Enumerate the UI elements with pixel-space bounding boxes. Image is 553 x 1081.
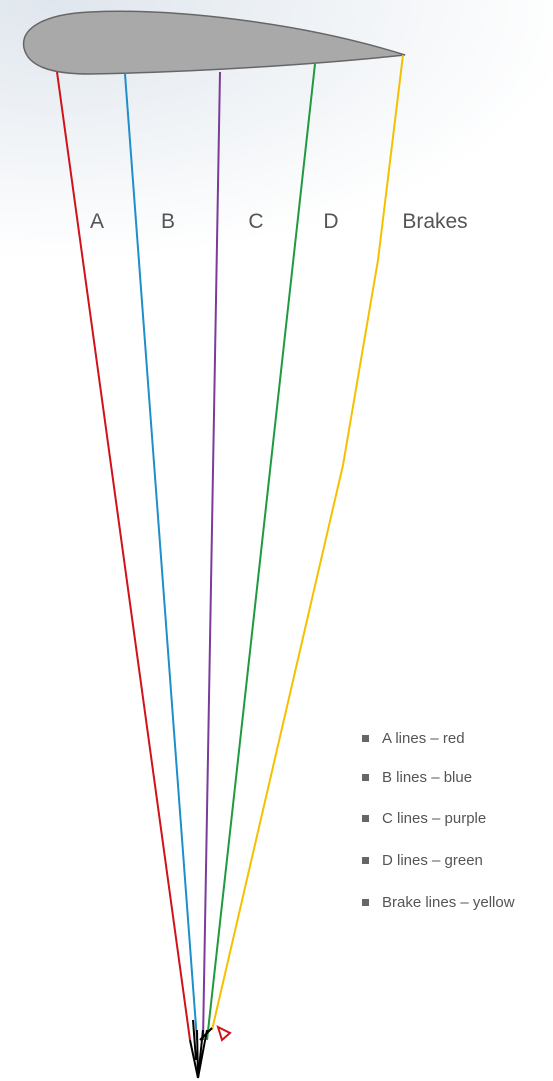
legend: A lines – red B lines – blue C lines – p…	[362, 730, 515, 911]
legend-bullet	[362, 774, 369, 781]
wing-profile	[22, 10, 406, 75]
legend-item: C lines – purple	[382, 810, 486, 827]
risers	[189, 1019, 213, 1079]
b-line	[124, 73, 198, 1041]
line-label: D	[323, 210, 338, 233]
legend-bullet	[362, 899, 369, 906]
line-label: A	[90, 210, 104, 233]
a-line	[56, 71, 191, 1041]
line-label: Brakes	[402, 210, 467, 233]
legend-bullet	[362, 815, 369, 822]
brake-line	[211, 54, 404, 1031]
legend-bullet	[362, 735, 369, 742]
legend-item: A lines – red	[382, 730, 465, 747]
line-label: C	[248, 210, 263, 233]
legend-item: D lines – green	[382, 852, 483, 869]
c-line	[202, 71, 221, 1041]
line-label: B	[161, 210, 175, 233]
legend-item: Brake lines – yellow	[382, 894, 515, 911]
legend-bullet	[362, 857, 369, 864]
legend-item: B lines – blue	[382, 769, 472, 786]
d-line	[206, 63, 316, 1041]
brake-handle	[216, 1025, 232, 1042]
